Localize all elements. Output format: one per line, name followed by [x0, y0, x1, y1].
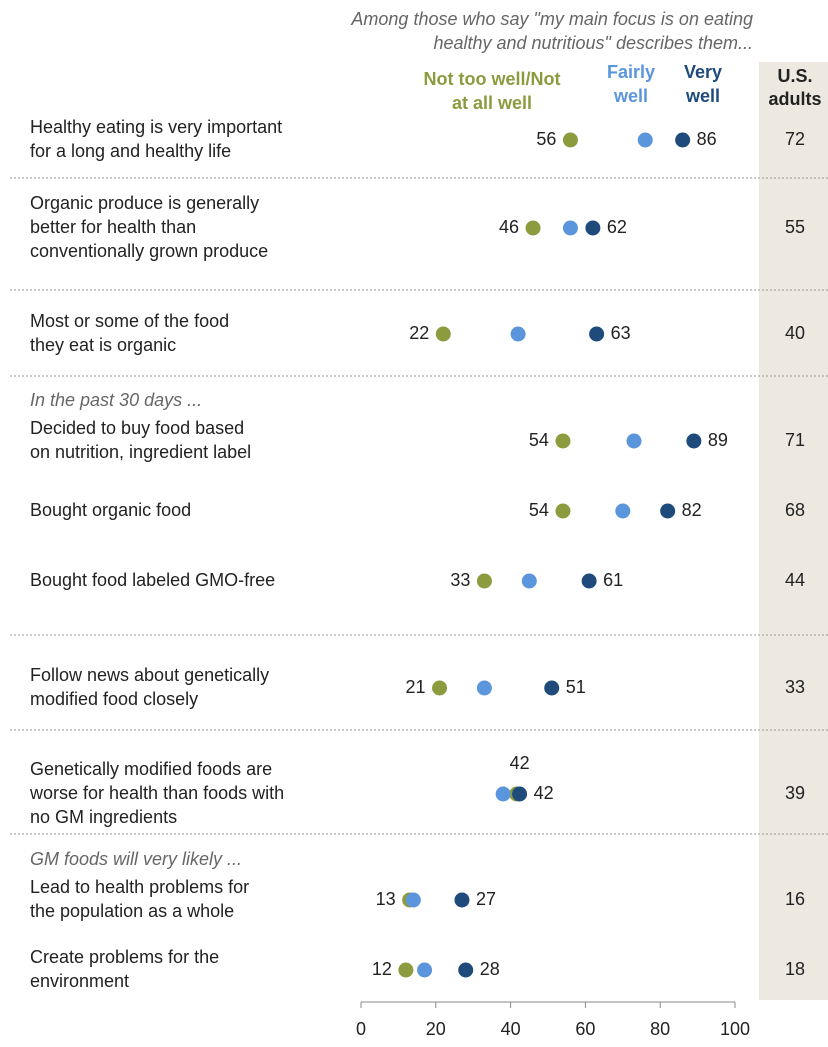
value-label: 86 [697, 129, 717, 149]
value-label: 56 [536, 129, 556, 149]
x-tick-label: 40 [501, 1019, 521, 1039]
value-label: 82 [682, 500, 702, 520]
dot [562, 220, 578, 236]
dot [562, 132, 578, 148]
value-label: 28 [480, 959, 500, 979]
row-label: Decided to buy food based [30, 418, 244, 438]
value-label: 63 [611, 323, 631, 343]
value-label: 54 [529, 500, 549, 520]
dot [458, 962, 474, 978]
dot [476, 680, 492, 696]
us-adults-value: 68 [785, 500, 805, 520]
dot [589, 326, 605, 342]
legend-label: at all well [452, 93, 532, 113]
dot [660, 503, 676, 519]
us-adults-value: 72 [785, 129, 805, 149]
row-label: for a long and healthy life [30, 141, 231, 161]
column-header: adults [768, 89, 821, 109]
legend-label: Not too well/Not [424, 69, 561, 89]
us-adults-value: 39 [785, 783, 805, 803]
column-header: U.S. [777, 66, 812, 86]
row-note: In the past 30 days ... [30, 390, 202, 410]
row-label: conventionally grown produce [30, 241, 268, 261]
legend-label: Fairly [607, 62, 655, 82]
row-label: environment [30, 971, 129, 991]
dot [675, 132, 691, 148]
value-label: 22 [409, 323, 429, 343]
dot [626, 433, 642, 449]
x-tick-label: 80 [650, 1019, 670, 1039]
dot [615, 503, 631, 519]
x-tick-label: 20 [426, 1019, 446, 1039]
value-label: 21 [406, 677, 426, 697]
value-label: 27 [476, 889, 496, 909]
row-label: better for health than [30, 217, 196, 237]
row-label: Genetically modified foods are [30, 759, 272, 779]
dot [476, 573, 492, 589]
us-adults-column [759, 62, 828, 1000]
us-adults-value: 33 [785, 677, 805, 697]
row-label: the population as a whole [30, 901, 234, 921]
us-adults-value: 16 [785, 889, 805, 909]
row-label: Follow news about genetically [30, 665, 269, 685]
dot [432, 680, 448, 696]
subtitle: Among those who say "my main focus is on… [350, 9, 753, 29]
row-label: no GM ingredients [30, 807, 177, 827]
value-label: 13 [376, 889, 396, 909]
row-label: Bought food labeled GMO-free [30, 570, 275, 590]
dot [454, 892, 470, 908]
row-label: Healthy eating is very important [30, 117, 282, 137]
legend-label: well [613, 86, 648, 106]
value-label: 42 [510, 753, 530, 773]
value-label: 89 [708, 430, 728, 450]
dot [525, 220, 541, 236]
legend-label: Very [684, 62, 722, 82]
dot [637, 132, 653, 148]
row-label: Lead to health problems for [30, 877, 249, 897]
dot [417, 962, 433, 978]
value-label: 33 [450, 570, 470, 590]
value-label: 12 [372, 959, 392, 979]
value-label: 51 [566, 677, 586, 697]
x-tick-label: 0 [356, 1019, 366, 1039]
dot [521, 573, 537, 589]
dot [512, 786, 528, 802]
row-label: Organic produce is generally [30, 193, 259, 213]
row-label: they eat is organic [30, 335, 176, 355]
x-tick-label: 60 [575, 1019, 595, 1039]
dot [555, 433, 571, 449]
dot [544, 680, 560, 696]
us-adults-value: 18 [785, 959, 805, 979]
row-label: worse for health than foods with [29, 783, 284, 803]
subtitle: healthy and nutritious" describes them..… [433, 33, 753, 53]
row-note: GM foods will very likely ... [30, 849, 242, 869]
dot [555, 503, 571, 519]
us-adults-value: 40 [785, 323, 805, 343]
dot [585, 220, 601, 236]
dot [581, 573, 597, 589]
dot [510, 326, 526, 342]
us-adults-value: 55 [785, 217, 805, 237]
value-label: 61 [603, 570, 623, 590]
row-label: on nutrition, ingredient label [30, 442, 251, 462]
dot [495, 786, 511, 802]
value-label: 62 [607, 217, 627, 237]
row-label: Bought organic food [30, 500, 191, 520]
value-label: 54 [529, 430, 549, 450]
x-tick-label: 100 [720, 1019, 750, 1039]
us-adults-value: 44 [785, 570, 805, 590]
value-label: 42 [534, 783, 554, 803]
us-adults-value: 71 [785, 430, 805, 450]
dot [686, 433, 702, 449]
dot [398, 962, 414, 978]
legend-label: well [685, 86, 720, 106]
row-label: Most or some of the food [30, 311, 229, 331]
row-label: modified food closely [30, 689, 198, 709]
row-label: Create problems for the [30, 947, 219, 967]
value-label: 46 [499, 217, 519, 237]
dot [435, 326, 451, 342]
dot [405, 892, 421, 908]
